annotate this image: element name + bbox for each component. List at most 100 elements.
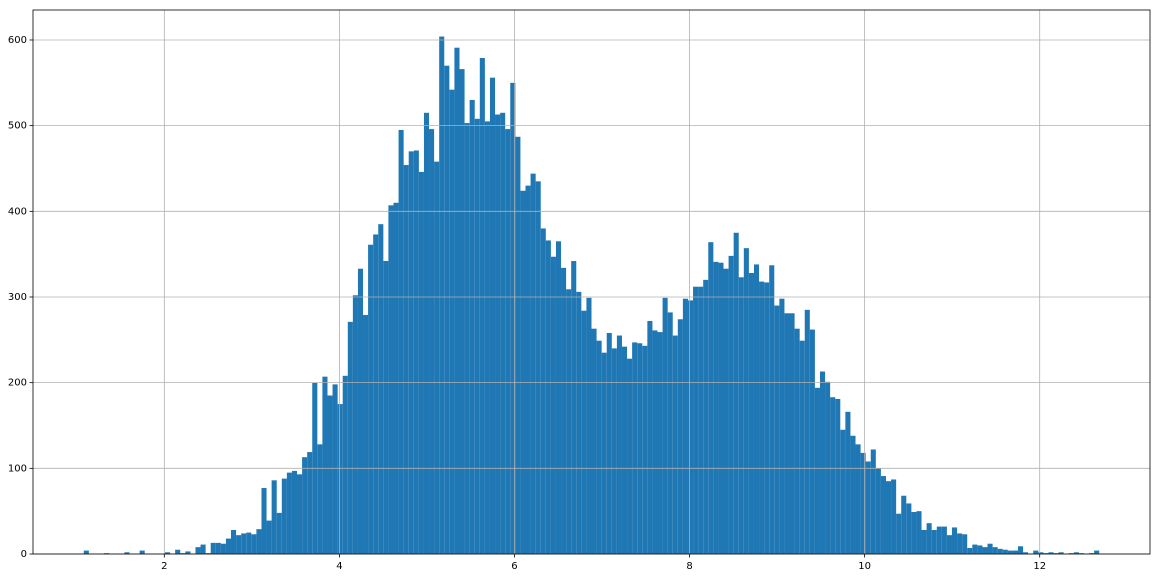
bar <box>596 340 602 554</box>
bar <box>434 161 440 554</box>
bar <box>652 330 658 554</box>
y-tick-label: 600 <box>8 35 27 46</box>
bar <box>1073 552 1079 554</box>
bar <box>591 328 597 554</box>
bar <box>337 404 343 554</box>
bar <box>891 479 897 554</box>
y-tick-label: 100 <box>8 463 27 474</box>
bar <box>703 279 709 554</box>
bar <box>769 265 775 554</box>
bar <box>723 268 729 554</box>
bar <box>363 314 369 554</box>
bar <box>804 309 810 554</box>
bar <box>535 181 541 555</box>
bar <box>601 352 607 554</box>
x-tick-label: 2 <box>161 561 167 572</box>
bar <box>104 553 110 554</box>
bar <box>474 118 480 555</box>
y-tick-label: 500 <box>8 121 27 132</box>
bar <box>759 281 765 554</box>
bar <box>1002 549 1008 554</box>
bar <box>860 452 866 554</box>
x-tick-label: 4 <box>336 561 342 572</box>
bar <box>921 530 927 554</box>
bar <box>916 511 922 554</box>
bar <box>342 375 348 554</box>
bar <box>840 429 846 554</box>
bar <box>865 461 871 554</box>
bar <box>698 286 704 554</box>
bar <box>901 495 907 554</box>
bar <box>906 503 912 554</box>
bar <box>753 264 760 554</box>
bar <box>327 395 333 554</box>
bar <box>495 114 501 554</box>
bar <box>469 99 475 554</box>
bar <box>413 150 419 555</box>
bar <box>286 472 292 554</box>
bar <box>1012 550 1018 554</box>
bar <box>972 544 978 554</box>
bar <box>880 476 886 554</box>
bar <box>489 77 496 554</box>
bar <box>307 452 313 554</box>
bar <box>1094 550 1100 554</box>
bar <box>297 474 303 554</box>
bar <box>946 535 952 554</box>
bar <box>368 244 374 554</box>
bar <box>1023 552 1029 554</box>
bar <box>967 548 973 554</box>
bar <box>418 171 424 554</box>
bar <box>911 512 917 554</box>
bar <box>713 261 719 554</box>
bar <box>215 542 221 554</box>
bar <box>464 123 470 554</box>
bar <box>764 282 770 554</box>
bar <box>774 305 780 554</box>
bar <box>687 300 694 554</box>
bar <box>708 242 714 555</box>
bar <box>677 319 683 554</box>
bar <box>83 550 89 554</box>
bar <box>1043 553 1049 554</box>
bar <box>291 470 298 554</box>
bar <box>525 185 531 554</box>
bar <box>510 82 516 554</box>
bar <box>515 136 521 554</box>
bar <box>545 240 551 555</box>
bar <box>728 255 734 555</box>
bar <box>951 527 958 554</box>
bar <box>373 234 379 554</box>
bar <box>236 535 242 554</box>
bar <box>621 346 628 554</box>
bar <box>941 526 947 554</box>
bar <box>479 57 485 555</box>
bar <box>332 384 338 554</box>
bar <box>977 545 983 554</box>
bar <box>322 376 328 554</box>
y-tick-label: 200 <box>8 378 27 389</box>
bar <box>505 129 511 554</box>
bar <box>378 224 384 555</box>
bar <box>982 547 988 554</box>
bar <box>885 481 892 554</box>
bar <box>251 534 257 554</box>
bar <box>794 328 800 554</box>
bar <box>423 112 430 554</box>
bar <box>616 335 622 554</box>
bar <box>225 538 232 554</box>
x-tick-label: 6 <box>511 561 517 572</box>
bar <box>657 332 663 554</box>
bar <box>180 553 186 554</box>
bar <box>931 530 937 554</box>
bar <box>500 112 506 554</box>
bar <box>850 435 856 554</box>
bar <box>175 549 181 554</box>
bar <box>1078 553 1084 554</box>
bar <box>444 65 450 555</box>
bar <box>520 190 526 554</box>
bar <box>454 47 460 554</box>
bar <box>576 291 582 554</box>
bar <box>352 295 358 554</box>
bar <box>682 298 688 554</box>
